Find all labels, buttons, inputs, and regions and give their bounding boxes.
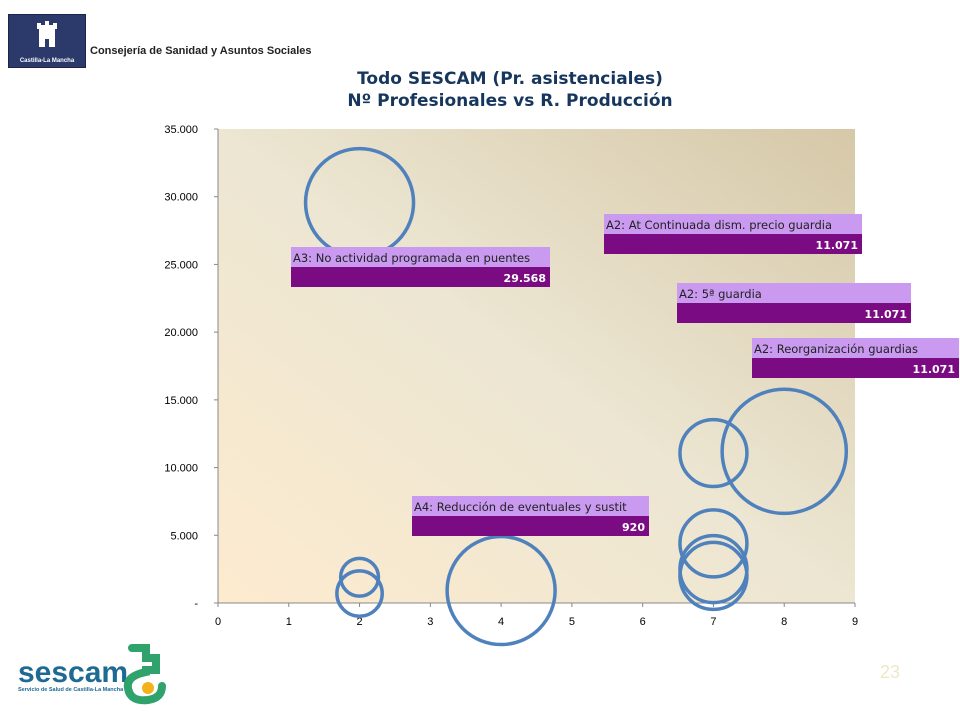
- bubble: [678, 540, 749, 612]
- y-tick-label: 25.000: [164, 259, 198, 271]
- data-label-callout: A4: Reducción de eventuales y sustit 920: [412, 496, 649, 536]
- department-name: Consejería de Sanidad y Asuntos Sociales: [90, 45, 312, 57]
- y-tick-label: -: [194, 598, 198, 610]
- callout-label: A4: Reducción de eventuales y sustit: [414, 500, 627, 514]
- y-tick-label: 20.000: [164, 327, 198, 339]
- callout-label-bg: [291, 247, 550, 267]
- callout-label-bg: [412, 496, 649, 516]
- callout-label-bg: [677, 283, 911, 303]
- y-tick-label: 15.000: [164, 395, 198, 407]
- x-tick-label: 5: [569, 616, 575, 628]
- y-tick-label: 5.000: [170, 530, 198, 542]
- bubble: [720, 387, 849, 516]
- y-tick-label: 10.000: [164, 463, 198, 475]
- data-label-callout: A3: No actividad programada en puentes 29…: [291, 247, 550, 287]
- logo-label: Castilla-La Mancha: [19, 58, 75, 64]
- health-cross-icon: [123, 644, 166, 705]
- chart-title-block: Todo SESCAM (Pr. asistenciales) Nº Profe…: [0, 68, 960, 112]
- y-tick-label: 30.000: [164, 192, 198, 204]
- callout-label-bg: [752, 338, 959, 358]
- data-label-callout: A2: At Continuada dism. precio guardia 11…: [604, 214, 862, 254]
- x-tick-label: 0: [215, 616, 221, 628]
- annotations-layer: A3: No actividad programada en puentes 29…: [291, 214, 959, 536]
- callout-value-bg: [752, 358, 959, 378]
- sescam-logo: sescam Servicio de Salud de Castilla-La …: [14, 640, 166, 708]
- y-tick-label: 35.000: [164, 124, 198, 136]
- sescam-wordmark: sescam: [18, 656, 129, 689]
- bubble: [338, 556, 381, 598]
- callout-value: 29.568: [504, 272, 546, 285]
- callout-value-bg: [677, 303, 911, 323]
- callout-label: A2: 5ª guardia: [679, 287, 762, 301]
- chart-title: Todo SESCAM (Pr. asistenciales): [357, 69, 663, 89]
- x-tick-label: 2: [356, 616, 362, 628]
- x-tick-label: 1: [286, 616, 292, 628]
- bubble: [445, 534, 557, 647]
- callout-label-bg: [604, 214, 862, 234]
- callout-value-bg: [604, 234, 862, 254]
- callout-value: 920: [622, 521, 645, 534]
- x-tick-label: 9: [852, 616, 858, 628]
- callout-value: 11.071: [816, 239, 858, 252]
- x-tick-label: 4: [498, 616, 504, 628]
- data-label-callout: A2: Reorganización guardias 11.071: [752, 338, 959, 378]
- bubble: [678, 508, 749, 579]
- callout-label: A2: Reorganización guardias: [754, 342, 918, 356]
- page-number: 23: [880, 662, 901, 682]
- axes: - 5.000 10.000 15.000 20.000 25.000 30.000 35.0…: [164, 124, 858, 628]
- sescam-subtitle: Servicio de Salud de Castilla-La Mancha: [18, 687, 124, 693]
- data-label-callout: A2: 5ª guardia 11.071: [677, 283, 911, 323]
- callout-label: A3: No actividad programada en puentes: [293, 251, 530, 265]
- x-tick-label: 8: [781, 616, 787, 628]
- x-tick-label: 7: [710, 616, 716, 628]
- castle-icon: [37, 21, 57, 47]
- bubble: [335, 569, 384, 618]
- callout-value: 11.071: [865, 308, 907, 321]
- x-tick-label: 6: [640, 616, 646, 628]
- x-tick-label: 3: [427, 616, 433, 628]
- chart-subtitle: Nº Profesionales vs R. Producción: [347, 91, 673, 111]
- castilla-la-mancha-logo: Castilla-La Mancha: [8, 14, 86, 68]
- callout-value: 11.071: [913, 363, 955, 376]
- callout-value-bg: [291, 267, 550, 287]
- callout-label: A2: At Continuada dism. precio guardia: [606, 218, 832, 232]
- bubble: [678, 417, 749, 489]
- callout-value-bg: [412, 516, 649, 536]
